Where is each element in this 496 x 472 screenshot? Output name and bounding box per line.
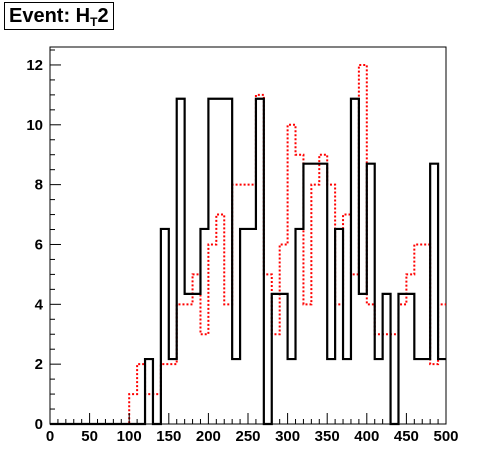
axis-layer: 0 50 100 150 200 250 300 350 400 450 500 0 2 4 6 8 10 12 (26, 49, 459, 445)
y-tick-label: 2 (35, 356, 43, 373)
x-tick-label: 250 (235, 428, 260, 445)
y-tick-label: 0 (35, 416, 43, 433)
series-black-histogram (50, 97, 446, 426)
x-tick-label: 0 (46, 428, 54, 445)
y-tick-label: 4 (35, 296, 44, 313)
x-tick-label: 400 (354, 428, 379, 445)
x-tick-label: 200 (196, 428, 221, 445)
x-tick-label: 100 (117, 428, 142, 445)
title-main: Event: H (9, 5, 91, 27)
series-layer (50, 63, 446, 426)
y-tick-label: 10 (26, 117, 43, 134)
x-tick-label: 350 (315, 428, 340, 445)
title-suffix: 2 (97, 5, 109, 27)
x-tick-label: 150 (156, 428, 181, 445)
plot-frame (49, 46, 447, 425)
chart-title: Event: HT2 (4, 2, 114, 30)
x-tick-label: 300 (275, 428, 300, 445)
y-tick-label: 8 (35, 177, 43, 194)
y-tick-label: 12 (26, 57, 43, 74)
x-tick-label: 50 (81, 428, 98, 445)
title-subscript: T (90, 15, 98, 29)
series-red-histogram (50, 63, 446, 425)
x-tick-label: 450 (394, 428, 419, 445)
x-tick-label: 500 (433, 428, 458, 445)
y-tick-label: 6 (35, 236, 43, 253)
